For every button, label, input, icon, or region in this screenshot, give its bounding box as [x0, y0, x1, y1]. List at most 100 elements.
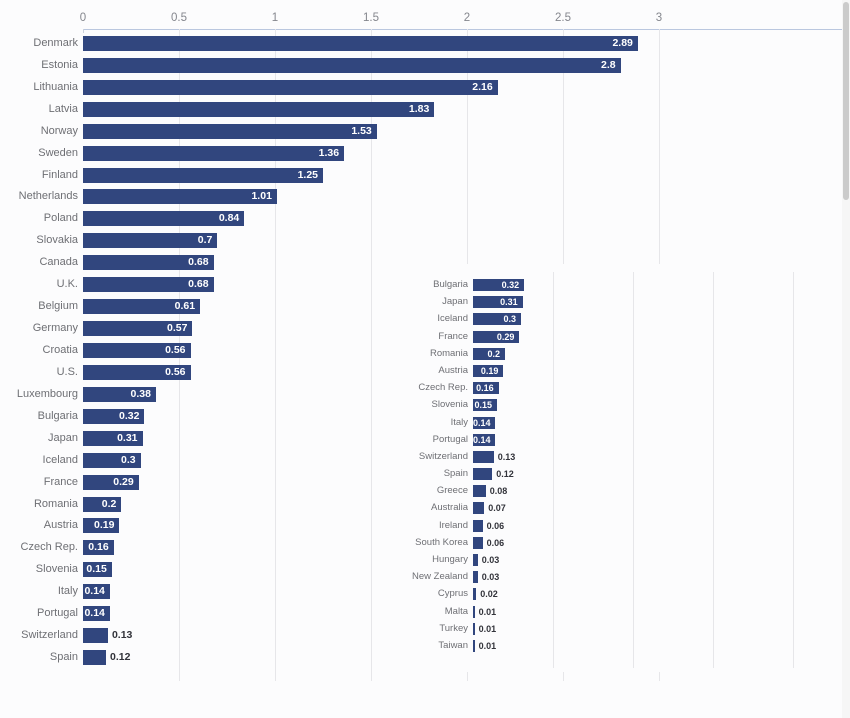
value-label-germany: 0.57: [167, 322, 188, 335]
value-label-slovenia: 0.15: [474, 400, 492, 411]
category-label-bulgaria: Bulgaria: [433, 278, 468, 290]
category-label-czech-rep: Czech Rep.: [20, 541, 78, 554]
bar-row-australia: Australia 0.07: [388, 500, 842, 517]
bar-row-czech-rep: Czech Rep. 0.16: [0, 537, 850, 559]
value-label-u-s: 0.56: [165, 365, 186, 378]
value-label-hungary: 0.03: [481, 555, 500, 566]
bar-row-greece: Greece 0.08: [388, 483, 842, 500]
bar-row-ireland: Ireland 0.06: [388, 517, 842, 534]
category-label-slovakia: Slovakia: [36, 234, 78, 247]
category-label-hungary: Hungary: [432, 554, 468, 566]
bar-germany: [83, 321, 193, 337]
value-label-ireland: 0.06: [486, 520, 505, 531]
category-label-south-korea: South Korea: [415, 536, 468, 548]
value-label-portugal: 0.14: [473, 434, 491, 445]
bar-slovenia: [473, 399, 497, 412]
bar-croatia: [83, 343, 191, 358]
bar-row-bulgaria: Bulgaria 0.32: [388, 276, 842, 293]
bar-row-austria: Austria 0.19: [388, 362, 842, 379]
bar-u-k: [83, 277, 214, 293]
scrollbar-thumb[interactable]: [843, 2, 849, 200]
bar-france: [473, 330, 520, 343]
bar-row-czech-rep: Czech Rep. 0.16: [388, 380, 842, 397]
value-label-iceland: 0.3: [120, 453, 136, 466]
bar-row-japan: Japan 0.31: [0, 427, 850, 449]
value-label-canada: 0.68: [188, 256, 209, 269]
category-label-netherlands: Netherlands: [18, 190, 78, 203]
bar-austria: [83, 518, 120, 534]
category-label-slovenia: Slovenia: [35, 563, 78, 576]
value-label-czech-rep: 0.16: [88, 541, 109, 554]
bar-row-cyprus: Cyprus 0.02: [388, 586, 842, 603]
category-label-ireland: Ireland: [438, 519, 468, 531]
bar-iceland: [83, 452, 141, 468]
category-label-luxembourg: Luxembourg: [16, 387, 78, 400]
bar-czech-rep: [83, 540, 114, 556]
gridline-1: [275, 29, 276, 681]
inset-gridline: [633, 272, 634, 668]
bar-belgium: [83, 299, 201, 315]
category-label-austria: Austria: [438, 364, 468, 376]
inset-gridline: [793, 272, 794, 668]
category-label-spain: Spain: [443, 468, 468, 480]
inset-gridline: [713, 272, 714, 668]
category-label-croatia: Croatia: [42, 344, 78, 356]
inset-bar-chart: Bulgaria 0.32 Japan 0.31 Iceland 0.3 France 0.2…: [388, 264, 842, 672]
bar-row-bulgaria: Bulgaria 0.32: [0, 405, 850, 427]
bar-sweden: [83, 145, 345, 161]
category-label-canada: Canada: [39, 256, 78, 269]
category-label-u-s: U.S.: [56, 365, 78, 378]
value-label-austria: 0.19: [94, 519, 115, 532]
category-label-italy: Italy: [57, 585, 78, 598]
bar-row-romania: Romania 0.2: [388, 345, 842, 362]
bar-canada: [83, 255, 214, 271]
bar-row-malta: Malta 0.01: [388, 603, 842, 620]
bar-row-france: France 0.29: [388, 328, 842, 345]
bar-row-france: France 0.29: [0, 471, 850, 493]
category-label-iceland: Iceland: [42, 453, 78, 466]
bar-spain: [83, 650, 107, 666]
bar-bulgaria: [473, 278, 525, 291]
bar-u-s: [83, 364, 191, 380]
category-label-turkey: Turkey: [439, 622, 468, 634]
value-label-japan: 0.31: [117, 431, 138, 444]
value-label-slovakia: 0.7: [197, 234, 213, 247]
bar-japan: [473, 296, 523, 309]
value-label-romania: 0.2: [101, 497, 117, 510]
scrollbar-track[interactable]: [842, 0, 850, 718]
x-tick-label-1-5: 1.5: [363, 12, 379, 24]
category-label-portugal: Portugal: [37, 607, 78, 620]
category-label-malta: Malta: [444, 605, 468, 617]
bar-row-netherlands: Netherlands 1.01: [0, 186, 850, 208]
bar-cyprus: [473, 588, 477, 601]
bar-row-spain: Spain 0.12: [0, 647, 850, 669]
category-label-slovenia: Slovenia: [431, 399, 468, 411]
category-label-spain: Spain: [49, 651, 78, 664]
value-label-new-zealand: 0.03: [481, 572, 500, 583]
bar-poland: [83, 211, 245, 227]
category-label-romania: Romania: [33, 497, 78, 510]
bar-row-austria: Austria 0.19: [0, 515, 850, 537]
category-label-portugal: Portugal: [432, 433, 468, 445]
bar-row-taiwan: Taiwan 0.01: [388, 637, 842, 654]
bar-row-belgium: Belgium 0.61: [0, 296, 850, 318]
value-label-netherlands: 1.01: [251, 190, 272, 203]
bar-row-slovenia: Slovenia 0.15: [0, 559, 850, 581]
bar-luxembourg: [83, 386, 156, 402]
value-label-austria: 0.19: [480, 365, 499, 376]
category-label-japan: Japan: [442, 296, 468, 308]
category-label-austria: Austria: [43, 519, 78, 532]
category-label-latvia: Latvia: [48, 102, 78, 115]
category-label-switzerland: Switzerland: [21, 629, 78, 642]
value-label-greece: 0.08: [489, 486, 508, 497]
value-label-spain: 0.12: [496, 469, 514, 480]
value-label-iceland: 0.3: [503, 314, 516, 325]
bar-czech-rep: [473, 382, 499, 395]
x-tick-label-2-5: 2.5: [555, 12, 571, 24]
value-label-japan: 0.31: [500, 297, 518, 308]
value-label-portugal: 0.14: [84, 607, 105, 620]
category-label-japan: Japan: [48, 431, 78, 444]
bar-row-italy: Italy 0.14: [388, 414, 842, 431]
value-label-luxembourg: 0.38: [130, 387, 151, 400]
